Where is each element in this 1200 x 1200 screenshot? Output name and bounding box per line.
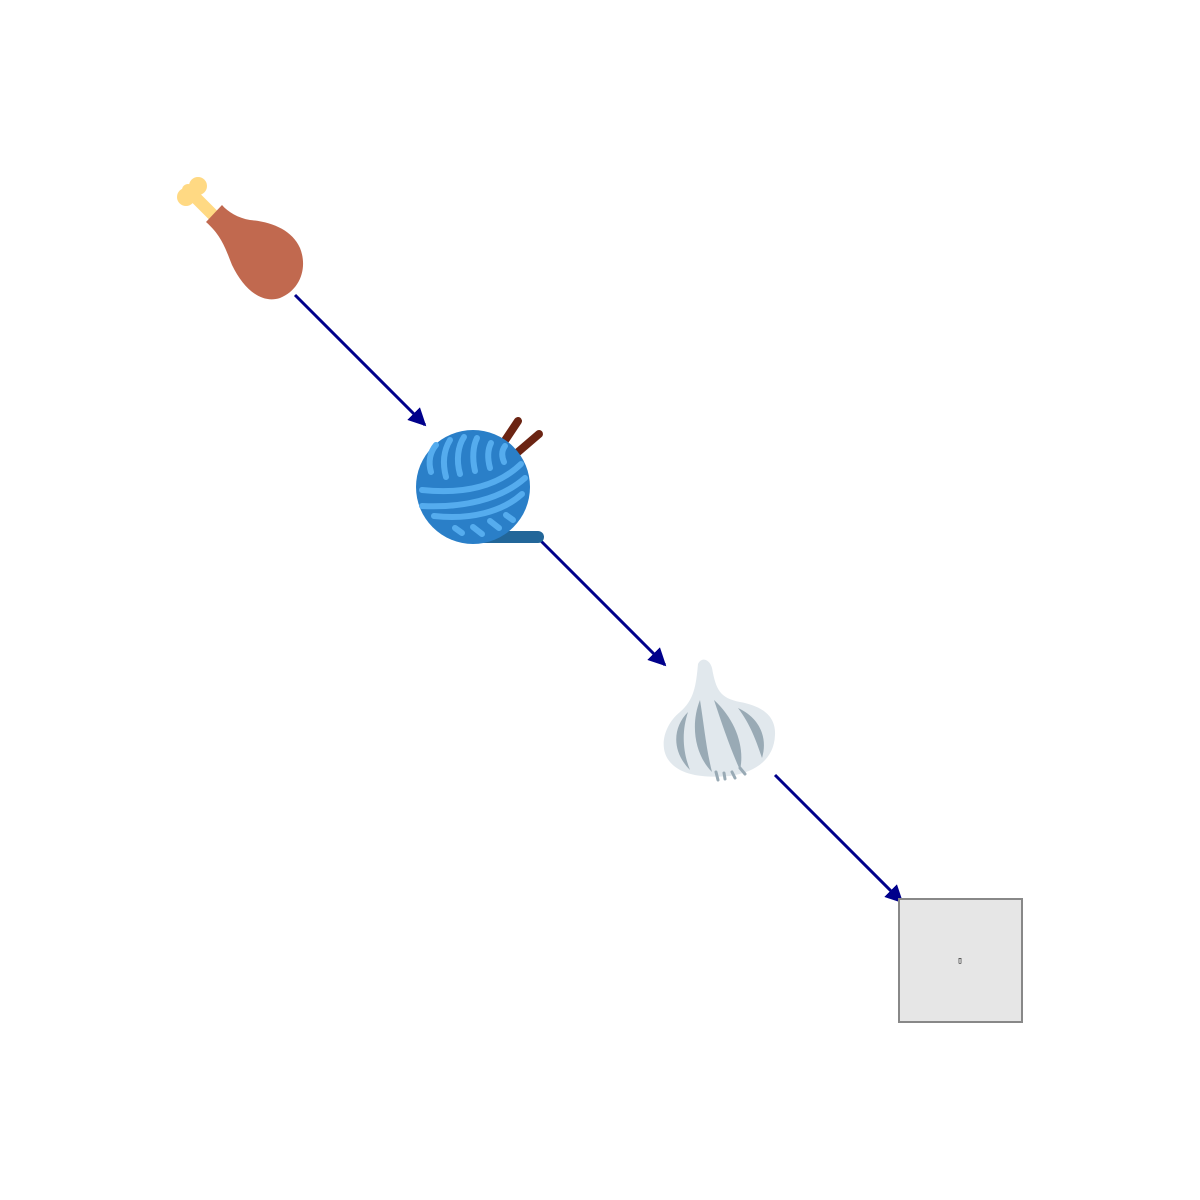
edge-arrow-3: [773, 773, 904, 904]
glyph-box-node: ▯: [898, 898, 1023, 1023]
yarn-ball-icon: [416, 417, 544, 544]
edge-arrow-1: [293, 293, 427, 427]
edge-arrow-2: [538, 538, 667, 667]
glyph-box-label: ▯: [957, 956, 962, 966]
garlic-icon: [663, 659, 776, 782]
poultry-leg-icon: [177, 177, 304, 300]
